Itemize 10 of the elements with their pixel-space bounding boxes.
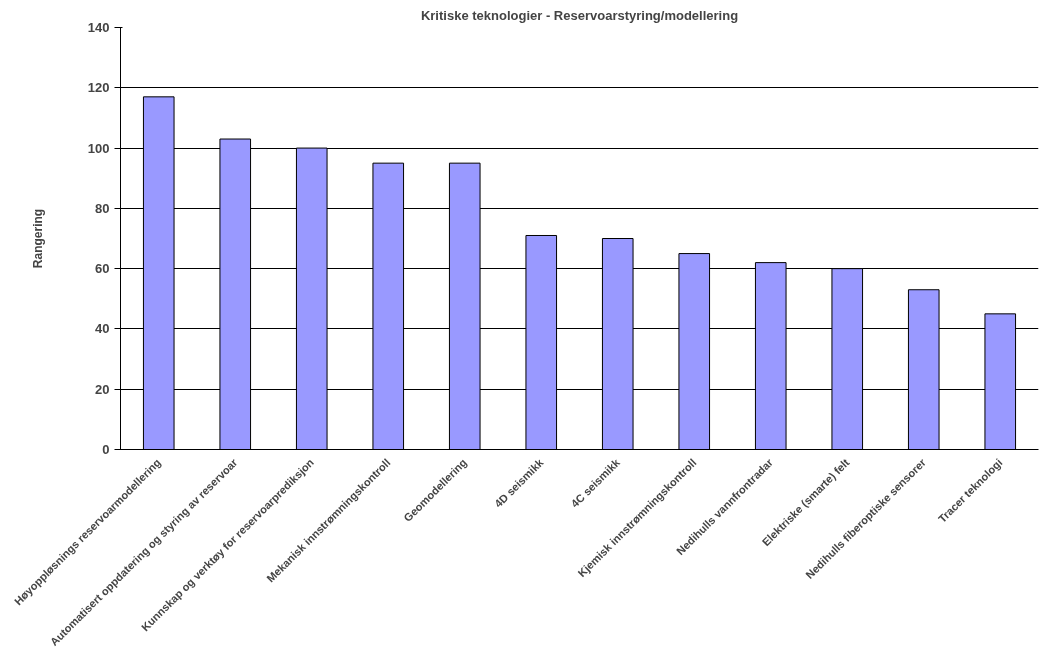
y-tick-label: 140 [87,20,110,35]
y-tick-label: 0 [102,442,110,457]
y-tick-label: 60 [95,261,110,277]
y-tick-label: 20 [95,381,110,397]
y-tick-label: 40 [95,321,110,337]
y-tick-label: 100 [87,140,110,156]
y-axis-title: Rangering [30,208,45,269]
chart-title: Kritiske teknologier - Reservoarstyring/modellering [420,7,739,23]
y-tick-label: 80 [95,200,110,216]
y-tick-label: 120 [87,80,110,96]
